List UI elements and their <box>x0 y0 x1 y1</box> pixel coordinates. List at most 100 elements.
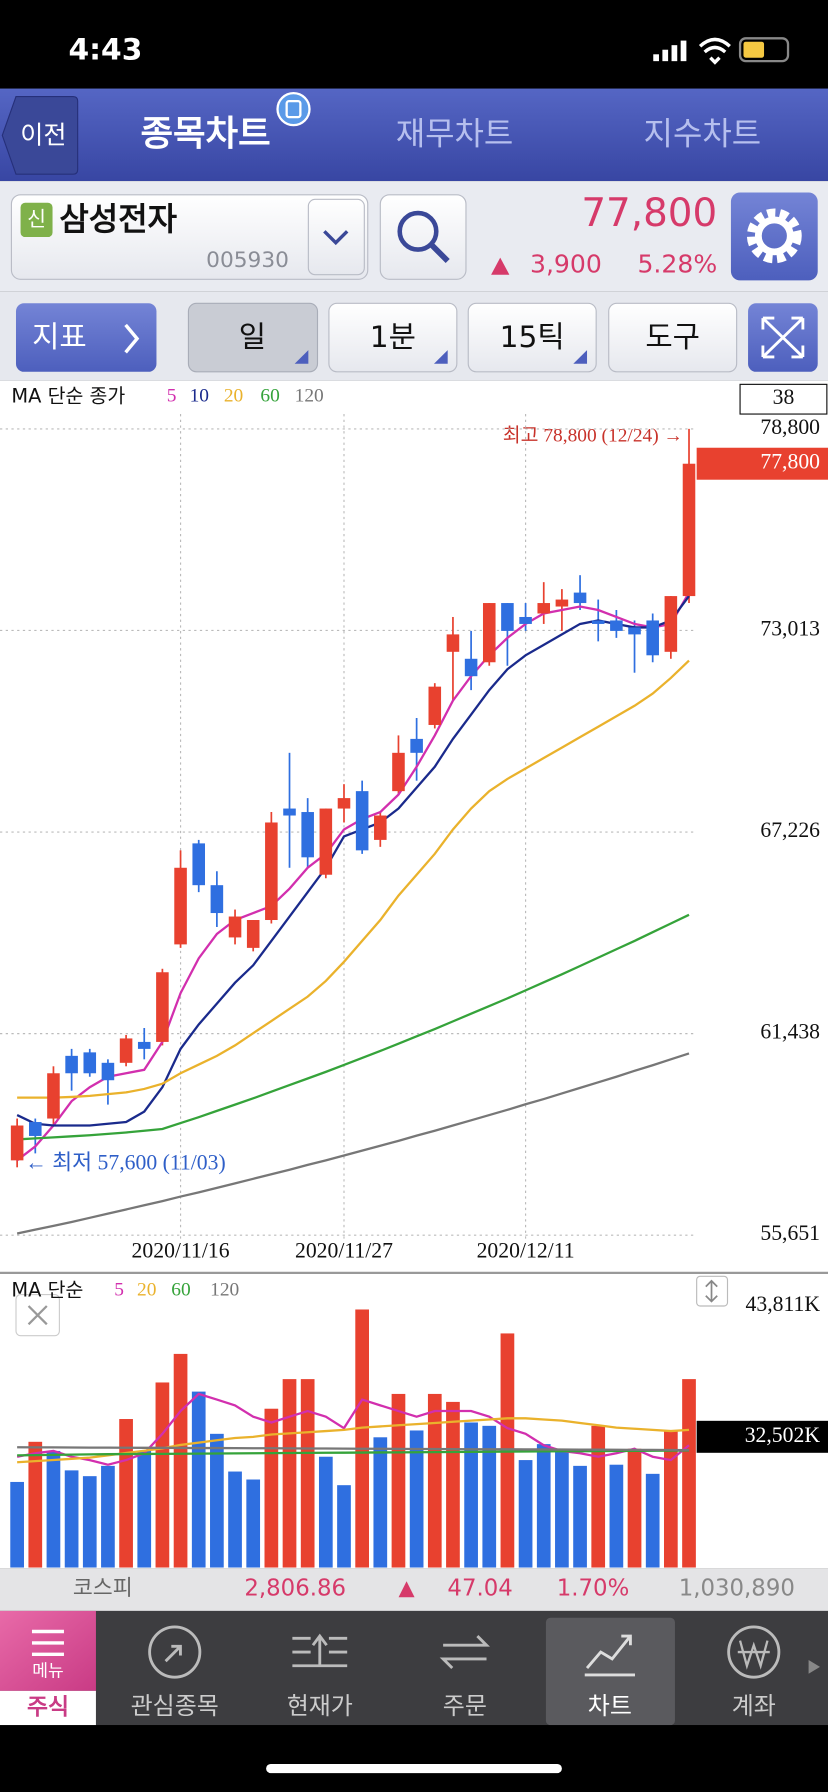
battery-icon <box>738 37 790 63</box>
resize-icon <box>705 1279 718 1303</box>
candle-body <box>555 599 569 607</box>
volume-bar <box>500 1333 515 1568</box>
candle-body <box>29 1122 42 1136</box>
menu-tile[interactable] <box>0 1610 96 1691</box>
volume-bar <box>10 1481 24 1568</box>
nav-label[interactable]: 주문 <box>443 1692 487 1720</box>
menu-sub-label[interactable]: 주식 <box>27 1695 69 1721</box>
ma-line <box>16 1392 690 1466</box>
period-button[interactable] <box>187 302 319 373</box>
tool-label[interactable]: 도구 <box>645 320 700 355</box>
period-label[interactable]: 15틱 <box>500 320 565 355</box>
legend-entry: 20 <box>224 385 243 406</box>
volume-bar <box>137 1450 152 1568</box>
stock-box[interactable] <box>10 194 369 280</box>
x-tick-label: 2020/11/27 <box>295 1238 393 1262</box>
ticker-change: 47.04 <box>447 1576 512 1602</box>
period-label[interactable]: 일 <box>239 320 266 355</box>
candle-body <box>246 920 260 948</box>
tab[interactable]: 재무차트 <box>396 114 514 152</box>
ticker-name: 코스피 <box>73 1576 133 1601</box>
legend-entry: 10 <box>190 385 209 406</box>
ticker-rate: 1.70% <box>557 1576 630 1602</box>
stock-code: 005930 <box>206 248 289 273</box>
tab[interactable]: 지수차트 <box>644 114 762 152</box>
value-marker <box>696 1420 828 1453</box>
change: 3,900 <box>530 250 602 279</box>
tab-active[interactable]: 종목차트 <box>140 113 270 154</box>
candle-body <box>519 616 532 624</box>
nav-label[interactable]: 차트 <box>588 1692 632 1720</box>
home-indicator <box>266 1763 562 1774</box>
period-label[interactable]: 1분 <box>370 320 416 355</box>
candle-body <box>591 620 605 624</box>
nav-icon <box>584 1634 635 1677</box>
candle-body <box>65 1055 78 1074</box>
volume-bar <box>663 1430 678 1568</box>
search-icon-handle <box>429 243 450 264</box>
badge-label: 신 <box>27 207 46 231</box>
ticker-index: 2,806.86 <box>244 1576 346 1602</box>
volume-bar <box>246 1479 261 1568</box>
ma-line <box>16 1052 690 1235</box>
back-button[interactable] <box>1 95 79 175</box>
candle-body <box>101 1062 115 1081</box>
nav-label[interactable]: 현재가 <box>287 1692 353 1720</box>
menu-sub-tile[interactable] <box>0 1690 96 1726</box>
candle-body <box>482 603 496 663</box>
nav-icon <box>727 1625 781 1679</box>
dropdown-button[interactable] <box>307 198 365 276</box>
legend-entry: 5 <box>114 1280 124 1301</box>
legend-entry: 20 <box>137 1280 156 1301</box>
value-marker-label: 77,800 <box>760 450 820 474</box>
nav-icon <box>292 1633 348 1668</box>
volume-bar <box>155 1382 170 1568</box>
value-marker-label: 32,502K <box>745 1423 821 1447</box>
indicator-label[interactable]: 지표 <box>32 320 87 355</box>
candle-body <box>192 843 206 886</box>
period-button[interactable] <box>328 302 458 373</box>
nav-label[interactable]: 관심종목 <box>131 1692 219 1720</box>
y-tick-label: 55,651 <box>760 1221 820 1245</box>
y-tick-label: 61,438 <box>760 1020 820 1044</box>
candle-body <box>119 1038 133 1063</box>
volume-bar <box>119 1419 133 1568</box>
tab-icon <box>276 91 311 127</box>
ma-line <box>17 1449 690 1457</box>
tool-button[interactable] <box>608 302 738 373</box>
settings-button[interactable] <box>730 192 818 281</box>
period-button[interactable] <box>467 302 597 373</box>
candle-body <box>392 752 405 792</box>
back-label[interactable]: 이전 <box>20 121 66 150</box>
ticker-row <box>0 1568 828 1611</box>
volume-bar <box>555 1448 569 1568</box>
nav-label[interactable]: 계좌 <box>732 1692 776 1720</box>
candle-body <box>210 885 224 914</box>
x-tick-label: 2020/11/16 <box>132 1238 230 1262</box>
high-annotation: 최고 78,800 (12/24) → <box>503 424 683 446</box>
candle-body <box>337 798 351 809</box>
home-area <box>0 1725 828 1792</box>
candle-body <box>610 620 623 631</box>
legend-entry: 60 <box>171 1280 190 1301</box>
menu-label[interactable]: 메뉴 <box>32 1661 64 1681</box>
indicator-button[interactable] <box>15 303 157 372</box>
candle-body <box>682 463 696 597</box>
corner <box>573 350 588 364</box>
candle-body <box>83 1052 97 1074</box>
ticker-up-arrow <box>398 1581 415 1598</box>
nav-more[interactable] <box>808 1660 821 1674</box>
indicator-label: MA 단순 종가 <box>11 384 125 407</box>
nav-icon <box>439 1635 490 1670</box>
search-button[interactable] <box>379 194 467 280</box>
corner <box>294 350 309 364</box>
volume-bar <box>210 1433 224 1568</box>
volume-bar <box>337 1485 351 1568</box>
indicator-label: MA 단순 <box>11 1279 83 1302</box>
chevron-down <box>323 230 349 246</box>
nav-icon <box>164 1644 182 1663</box>
volume-bar <box>627 1448 642 1568</box>
battery-level <box>743 41 765 58</box>
volume-bar <box>446 1401 460 1568</box>
candle-body <box>410 738 423 753</box>
